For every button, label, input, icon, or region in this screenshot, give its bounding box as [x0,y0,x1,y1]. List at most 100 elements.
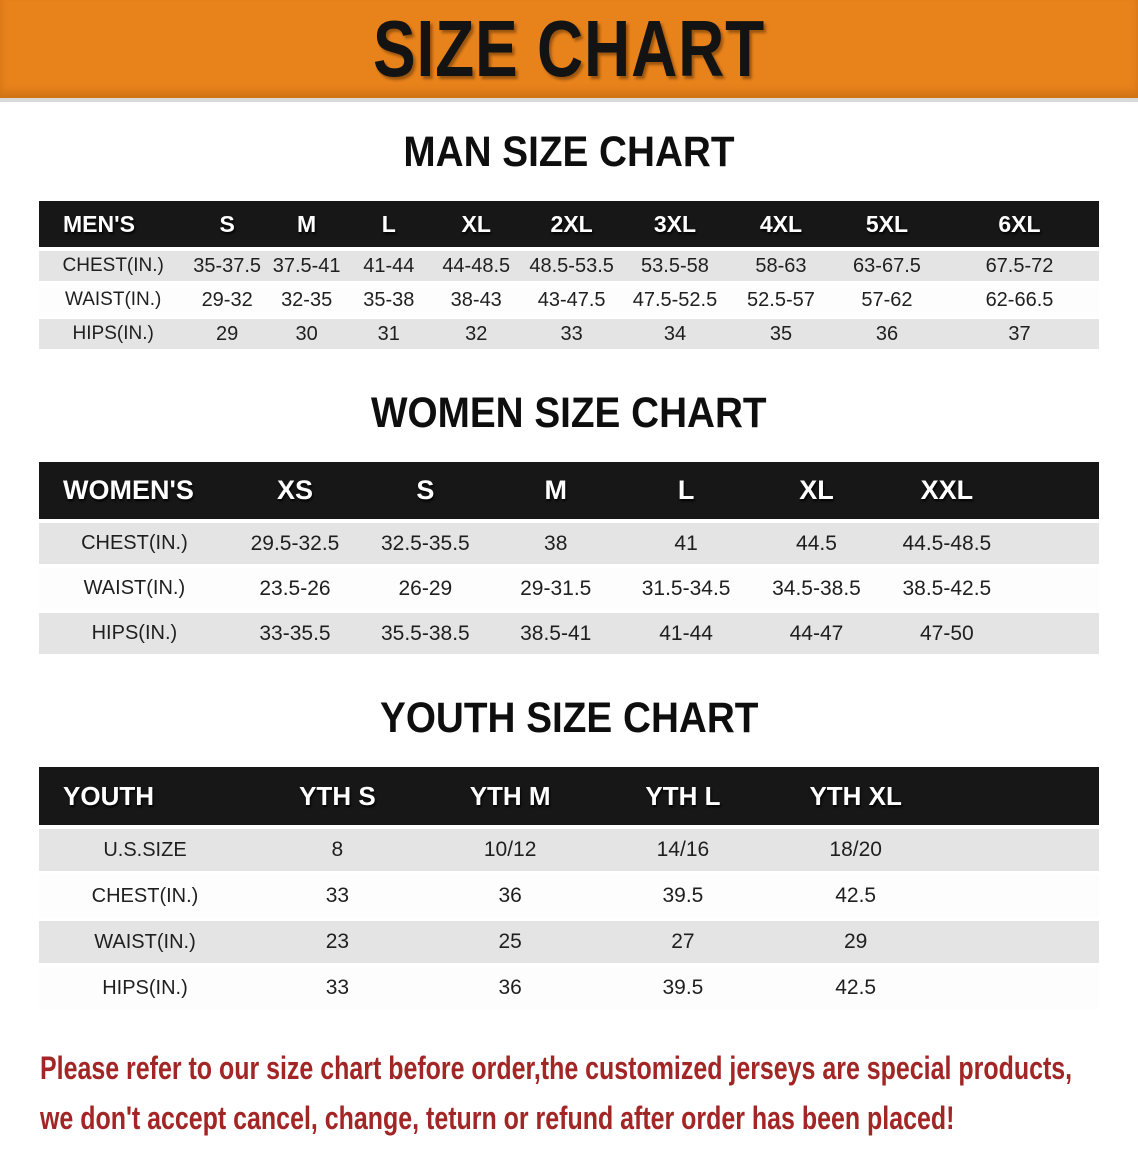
column-header: S [360,462,491,519]
table-cell: 41 [620,523,752,564]
size-table-youth: YOUTH YTH S YTH M YTH L YTH XL U.S.SIZE 8 10/12… [39,763,1099,1013]
filler-cell [1012,613,1099,654]
table-row: WAIST(IN.) 29-32 32-35 35-38 38-43 43-47.5 47.… [39,285,1099,315]
column-header: XL [431,201,522,247]
column-header: 6XL [939,201,1099,247]
column-header: M [490,462,621,519]
column-header: YTH S [251,767,424,825]
filler-cell [942,875,1099,917]
table-cell: 38-43 [431,285,522,315]
table-corner-label: WOMEN'S [39,462,230,519]
table-cell: 8 [251,829,424,871]
banner: SIZE CHART [0,0,1138,102]
column-header: 3XL [621,201,728,247]
table-cell: 29 [769,921,943,963]
table-cell: 52.5-57 [727,285,834,315]
disclaimer-line: Please refer to our size chart before or… [40,1050,1073,1086]
table-cell: 29-32 [187,285,267,315]
table-cell: 18/20 [769,829,943,871]
filler-cell [1012,462,1099,519]
row-label: HIPS(IN.) [39,319,188,349]
filler-cell [942,967,1099,1009]
table-cell: 23.5-26 [229,568,361,609]
column-header: 4XL [727,201,834,247]
table-cell: 23 [251,921,424,963]
table-row: WAIST(IN.) 23 25 27 29 [39,921,1099,963]
column-header: YTH L [596,767,770,825]
table-cell: 29 [187,319,267,349]
table-cell: 38.5-42.5 [881,568,1013,609]
size-table-women: WOMEN'S XS S M L XL XXL CHEST(IN.) 29.5-32.5 32.5… [39,458,1099,658]
table-row: HIPS(IN.) 29 30 31 32 33 34 35 36 37 [39,319,1099,349]
column-header: 5XL [833,201,940,247]
column-header: XS [229,462,361,519]
table-cell: 37 [939,319,1099,349]
table-cell: 34.5-38.5 [751,568,882,609]
row-label: U.S.SIZE [39,829,251,871]
table-cell: 35-37.5 [187,251,267,281]
filler-cell [942,767,1099,825]
table-cell: 47-50 [881,613,1013,654]
table-cell: 32.5-35.5 [360,523,491,564]
table-header-row: WOMEN'S XS S M L XL XXL [39,462,1099,519]
table-cell: 42.5 [769,875,943,917]
table-cell: 42.5 [769,967,943,1009]
table-cell: 14/16 [596,829,770,871]
table-cell: 32-35 [266,285,347,315]
table-cell: 41-44 [620,613,752,654]
table-cell: 44.5 [751,523,882,564]
table-row: HIPS(IN.) 33-35.5 35.5-38.5 38.5-41 41-44 44-… [39,613,1099,654]
disclaimer: Please refer to our size chart before or… [40,1043,1138,1143]
section-heading-men: MAN SIZE CHART [0,128,1138,177]
section-heading-text: MAN SIZE CHART [403,128,735,176]
table-row: CHEST(IN.) 33 36 39.5 42.5 [39,875,1099,917]
table-row: CHEST(IN.) 29.5-32.5 32.5-35.5 38 41 44.5 44.5… [39,523,1099,564]
filler-cell [942,829,1099,871]
row-label: HIPS(IN.) [39,967,251,1009]
column-header: XXL [881,462,1013,519]
table-header-row: MEN'S S M L XL 2XL 3XL 4XL 5XL 6XL [39,201,1099,247]
table-cell: 36 [423,967,597,1009]
section-heading-text: WOMEN SIZE CHART [371,389,767,437]
size-tables-container: MAN SIZE CHART MEN'S S M L XL 2XL 3XL 4XL 5XL 6XL C… [0,128,1138,1013]
table-cell: 67.5-72 [939,251,1099,281]
column-header: 2XL [521,201,622,247]
column-header: YTH M [423,767,597,825]
column-header: S [187,201,267,247]
table-cell: 35 [727,319,834,349]
table-cell: 33-35.5 [229,613,361,654]
table-cell: 38 [490,523,621,564]
section-heading-youth: YOUTH SIZE CHART [0,694,1138,743]
table-cell: 47.5-52.5 [621,285,728,315]
table-cell: 35.5-38.5 [360,613,491,654]
column-header: XL [751,462,882,519]
table-cell: 44-48.5 [431,251,522,281]
table-cell: 30 [266,319,347,349]
table-cell: 44.5-48.5 [881,523,1013,564]
table-cell: 41-44 [346,251,432,281]
table-cell: 33 [251,875,424,917]
row-label: HIPS(IN.) [39,613,230,654]
table-header-row: YOUTH YTH S YTH M YTH L YTH XL [39,767,1099,825]
table-cell: 58-63 [727,251,834,281]
filler-cell [1012,523,1099,564]
table-cell: 37.5-41 [266,251,347,281]
row-label: CHEST(IN.) [39,875,251,917]
table-cell: 62-66.5 [939,285,1099,315]
table-cell: 57-62 [833,285,940,315]
section-heading-women: WOMEN SIZE CHART [0,389,1138,438]
table-cell: 33 [521,319,622,349]
table-cell: 29-31.5 [490,568,621,609]
table-row: U.S.SIZE 8 10/12 14/16 18/20 [39,829,1099,871]
column-header: M [266,201,347,247]
row-label: WAIST(IN.) [39,285,188,315]
table-cell: 53.5-58 [621,251,728,281]
column-header: YTH XL [769,767,943,825]
table-corner-label: YOUTH [39,767,251,825]
table-cell: 36 [423,875,597,917]
table-cell: 26-29 [360,568,491,609]
table-cell: 48.5-53.5 [521,251,622,281]
filler-cell [1012,568,1099,609]
table-row: HIPS(IN.) 33 36 39.5 42.5 [39,967,1099,1009]
